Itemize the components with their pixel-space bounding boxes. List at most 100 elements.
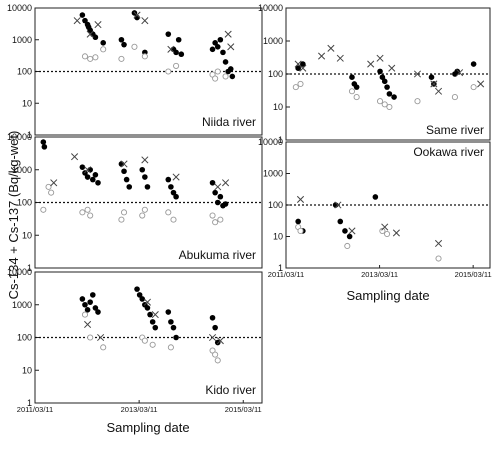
data-point-filled (149, 319, 156, 325)
data-point-open (131, 43, 138, 50)
data-point-filled (87, 299, 93, 305)
data-point-open (165, 209, 172, 216)
data-point-open (214, 68, 221, 75)
data-point-filled (349, 74, 355, 80)
cross-stroke (294, 60, 302, 68)
data-point-filled (147, 311, 153, 318)
x-tick-label: 2013/03/11 (121, 405, 158, 414)
y-tick-label: 10 (22, 230, 32, 240)
y-tick-label: 10000 (258, 137, 283, 147)
data-point-open (167, 344, 174, 351)
data-point-open (222, 73, 229, 80)
y-tick-label: 10 (273, 232, 283, 242)
data-point-filled (121, 41, 127, 48)
y-tick-label: 1 (278, 263, 283, 273)
data-point-filled (79, 12, 86, 18)
y-tick-label: 1000 (263, 169, 283, 179)
data-point-filled (87, 27, 93, 33)
data-point-filled (175, 36, 182, 43)
data-point-filled (82, 17, 88, 24)
data-point-open (118, 55, 125, 62)
data-point-filled (377, 68, 383, 75)
data-point-cross (477, 80, 485, 88)
data-point-open (353, 94, 360, 101)
cross-stroke (50, 179, 58, 187)
data-point-filled (222, 59, 229, 65)
data-point-filled (173, 334, 179, 341)
river-label: Kido river (205, 383, 256, 397)
cross-stroke (151, 311, 159, 319)
data-point-cross (456, 69, 464, 77)
data-point-cross (388, 64, 396, 72)
cross-stroke (133, 11, 141, 19)
cross-stroke (413, 70, 422, 78)
data-point-filled (123, 176, 130, 183)
data-point-filled (209, 314, 216, 321)
data-point-cross (318, 52, 326, 60)
data-point-filled (353, 84, 360, 90)
data-point-filled (165, 309, 172, 315)
data-point-open (384, 230, 391, 238)
data-point-filled (134, 286, 140, 292)
data-point-filled (212, 189, 218, 196)
cross-stroke (214, 183, 222, 191)
data-point-cross (97, 333, 105, 342)
data-point-filled (142, 174, 148, 180)
y-tick-label: 10000 (7, 3, 32, 13)
data-point-filled (391, 94, 397, 100)
cross-stroke (94, 21, 102, 29)
data-point-cross (143, 298, 152, 306)
y-tick-label: 1000 (12, 300, 32, 310)
data-point-filled (346, 233, 353, 240)
x-tick-label: 2015/03/11 (455, 270, 492, 279)
data-point-filled (173, 49, 179, 56)
data-point-cross (50, 179, 58, 187)
data-point-filled (89, 292, 96, 298)
data-point-filled (300, 61, 306, 67)
x-tick-label: 2013/03/11 (361, 270, 398, 279)
data-point-cross (120, 160, 128, 168)
data-point-filled (209, 46, 216, 53)
data-point-filled (165, 176, 172, 183)
cross-stroke (97, 333, 105, 342)
cross-stroke (392, 229, 400, 237)
data-point-filled (95, 179, 101, 186)
data-point-filled (40, 139, 47, 145)
data-point-filled (126, 184, 133, 190)
data-point-filled (386, 91, 393, 97)
data-point-filled (170, 189, 177, 196)
cross-stroke (222, 179, 230, 187)
data-point-cross (434, 87, 443, 95)
y-tick-label: 1000 (263, 36, 283, 46)
y-tick-label: 10000 (7, 267, 32, 277)
cross-stroke (73, 17, 81, 25)
data-point-filled (217, 36, 224, 43)
data-point-filled (220, 49, 226, 56)
data-point-open (87, 55, 94, 62)
panel-kido-river: 1 10 100 1000 10000 2011/03/11 2013/03/11 2015/… (7, 267, 263, 414)
data-point-open (435, 255, 442, 262)
data-point-open (217, 216, 224, 223)
data-point-filled (384, 84, 390, 90)
data-point-cross (392, 229, 400, 237)
data-point-open (212, 75, 219, 82)
cross-stroke (334, 201, 342, 209)
panel-ookawa-river: 1 10 100 1000 10000 2011/03/11 2013/03/11 2015/… (258, 137, 492, 279)
data-point-open (139, 212, 146, 219)
data-point-open (87, 212, 94, 219)
data-point-open (297, 80, 304, 87)
data-point-filled (379, 74, 386, 80)
data-point-filled (229, 73, 236, 80)
y-tick-label: 1 (278, 135, 283, 145)
data-point-filled (152, 324, 159, 331)
data-point-open (165, 68, 172, 75)
data-point-open (212, 219, 219, 226)
cross-stroke (84, 320, 92, 329)
cross-stroke (477, 80, 485, 88)
cross-stroke (367, 60, 375, 68)
data-point-open (379, 227, 386, 235)
data-point-open (92, 54, 99, 61)
cross-stroke (430, 80, 438, 88)
data-point-filled (173, 193, 179, 200)
data-point-filled (227, 66, 234, 72)
